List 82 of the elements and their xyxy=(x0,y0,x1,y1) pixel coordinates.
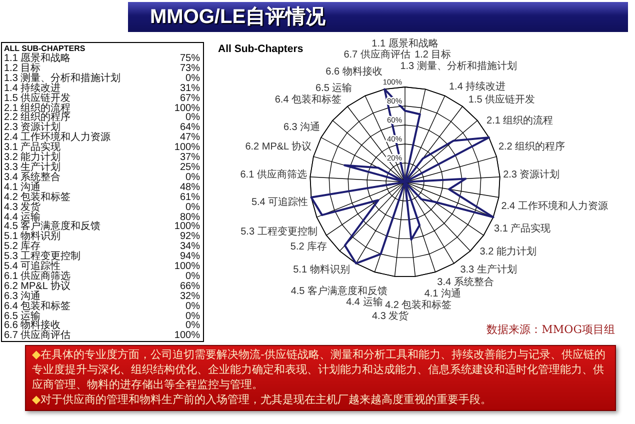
text: 66% xyxy=(180,280,200,292)
text: 73% xyxy=(180,62,200,74)
category-label: 3.4 系统整合 xyxy=(3,172,62,183)
spoke-label: 2.4 工作环境和人力资源 xyxy=(501,200,608,212)
spoke-label: 2.3 资源计划 xyxy=(503,168,560,181)
spoke-label: 1.5 供应链开发 xyxy=(468,93,536,106)
category-label: 4.1 沟通 xyxy=(3,182,41,193)
text: 64% xyxy=(180,122,200,134)
category-label: 6.3 沟通 xyxy=(3,290,41,302)
chart-title: MMOG/LE自评情况 xyxy=(128,2,628,32)
category-label: 4.2 包装和标签 xyxy=(3,192,72,203)
spoke-label: 3.3 生产计划 xyxy=(460,264,517,276)
text: 47% xyxy=(180,132,200,144)
text: 0% xyxy=(186,72,200,84)
spoke-label: 6.2 MP&L 协议 xyxy=(245,140,312,152)
text: 61% xyxy=(180,192,200,203)
category-label: 5.2 库存 xyxy=(3,241,41,252)
text: 100% xyxy=(174,102,200,114)
text: 75% xyxy=(180,53,200,64)
spoke-label: 3.1 产品实现 xyxy=(494,222,551,234)
spoke-label: 4.2 包装和标签 xyxy=(385,298,452,311)
text: ◆在具体的专业度方面，公司迫切需要解决物流-供应链战略、测量和分析工具和能力、持续改善能力与记录、供应链的专业度提升与深化、组织结构优化、企业能力确定和表现、计划能力和达成能力、信息系统建设和适时化管理能力、供应商管理、物料的进存储出等全程监控与管理。 xyxy=(32,348,606,393)
spoke-label: 2.2 组织的程序 xyxy=(498,140,566,152)
text: 100% xyxy=(174,330,200,342)
category-label: 1.4 持续改进 xyxy=(3,82,61,94)
text: 94% xyxy=(180,251,200,262)
spoke-label: 4.5 客户满意度和反馈 xyxy=(290,284,388,297)
spoke-label: 5.4 可追踪性 xyxy=(251,196,308,208)
category-label: 6.7 供应商评估 xyxy=(3,330,72,342)
category-label: 1.5 供应链开发 xyxy=(3,92,72,104)
text: 0% xyxy=(186,310,200,322)
spoke-label: 6.7 供应商评估 xyxy=(344,48,410,60)
category-label: 4.4 运输 xyxy=(3,212,41,222)
text: 100% xyxy=(174,261,200,272)
text: 0% xyxy=(186,270,200,282)
text: 48% xyxy=(180,182,200,193)
text: 0% xyxy=(186,202,200,213)
text: 31% xyxy=(180,82,200,94)
spoke-label: 4.3 发货 xyxy=(372,310,409,322)
spoke-label: 6.5 运输 xyxy=(316,82,352,94)
text: 0% xyxy=(186,320,200,332)
spoke-label: 1.3 测量、分析和措施计划 xyxy=(400,60,517,72)
spoke-label: 1.2 目标 xyxy=(414,48,452,61)
text: 34% xyxy=(180,241,200,252)
spoke-label: 6.6 物料接收 xyxy=(326,65,382,78)
text: 67% xyxy=(180,92,200,104)
text: 100% xyxy=(174,221,200,232)
spoke-label: 3.4 系统整合 xyxy=(437,276,494,288)
category-label: 1.2 目标 xyxy=(3,62,42,74)
text: ALL SUB-CHAPTERS xyxy=(3,43,86,53)
spoke-label: 6.1 供应商筛选 xyxy=(240,168,307,180)
text: 100% xyxy=(174,142,200,154)
spoke-label: 6.3 沟通 xyxy=(283,120,320,133)
text: 0% xyxy=(186,172,200,183)
spoke-label: 2.1 组织的流程 xyxy=(486,114,554,127)
text: 0% xyxy=(186,112,200,124)
text: 80% xyxy=(180,212,200,222)
category-label: 6.4 包装和标签 xyxy=(3,300,72,312)
category-label: 1.3 测量、分析和措施计划 xyxy=(3,72,122,84)
category-label: 6.2 MP&L 协议 xyxy=(3,280,72,292)
spoke-label: 1.4 持续改进 xyxy=(448,80,506,92)
category-label: 1.1 愿景和战略 xyxy=(3,53,72,64)
spoke-label: 6.4 包装和标签 xyxy=(274,93,342,106)
text: 32% xyxy=(180,290,200,302)
text: ◆对于供应商的管理和物料生产前的入场管理，尤其是现在主机厂越来越高度重视的重要手段。 xyxy=(32,393,493,408)
category-label: 4.3 发货 xyxy=(3,202,42,213)
text: 25% xyxy=(180,162,200,173)
spoke-label: 5.2 库存 xyxy=(290,240,328,253)
spoke-label: 5.1 物料识别 xyxy=(293,264,350,276)
text: All Sub-Chapters xyxy=(218,43,304,55)
category-label: 6.1 供应商筛选 xyxy=(3,270,72,282)
text: 0% xyxy=(186,300,200,312)
spoke-label: 4.1 沟通 xyxy=(424,287,462,300)
spoke-label: 5.3 工程变更控制 xyxy=(240,226,318,238)
source-note: 数据来源：MMOG项目组 xyxy=(486,322,615,337)
spoke-label: 3.2 能力计划 xyxy=(480,245,536,258)
spoke-label: 1.1 愿景和战略 xyxy=(372,38,438,50)
category-label: 6.5 运输 xyxy=(3,310,41,322)
text: 37% xyxy=(180,152,200,164)
category-label: 3.3 生产计划 xyxy=(3,162,62,173)
spoke-label: 4.4 运输 xyxy=(346,296,383,308)
text: 92% xyxy=(180,231,200,242)
